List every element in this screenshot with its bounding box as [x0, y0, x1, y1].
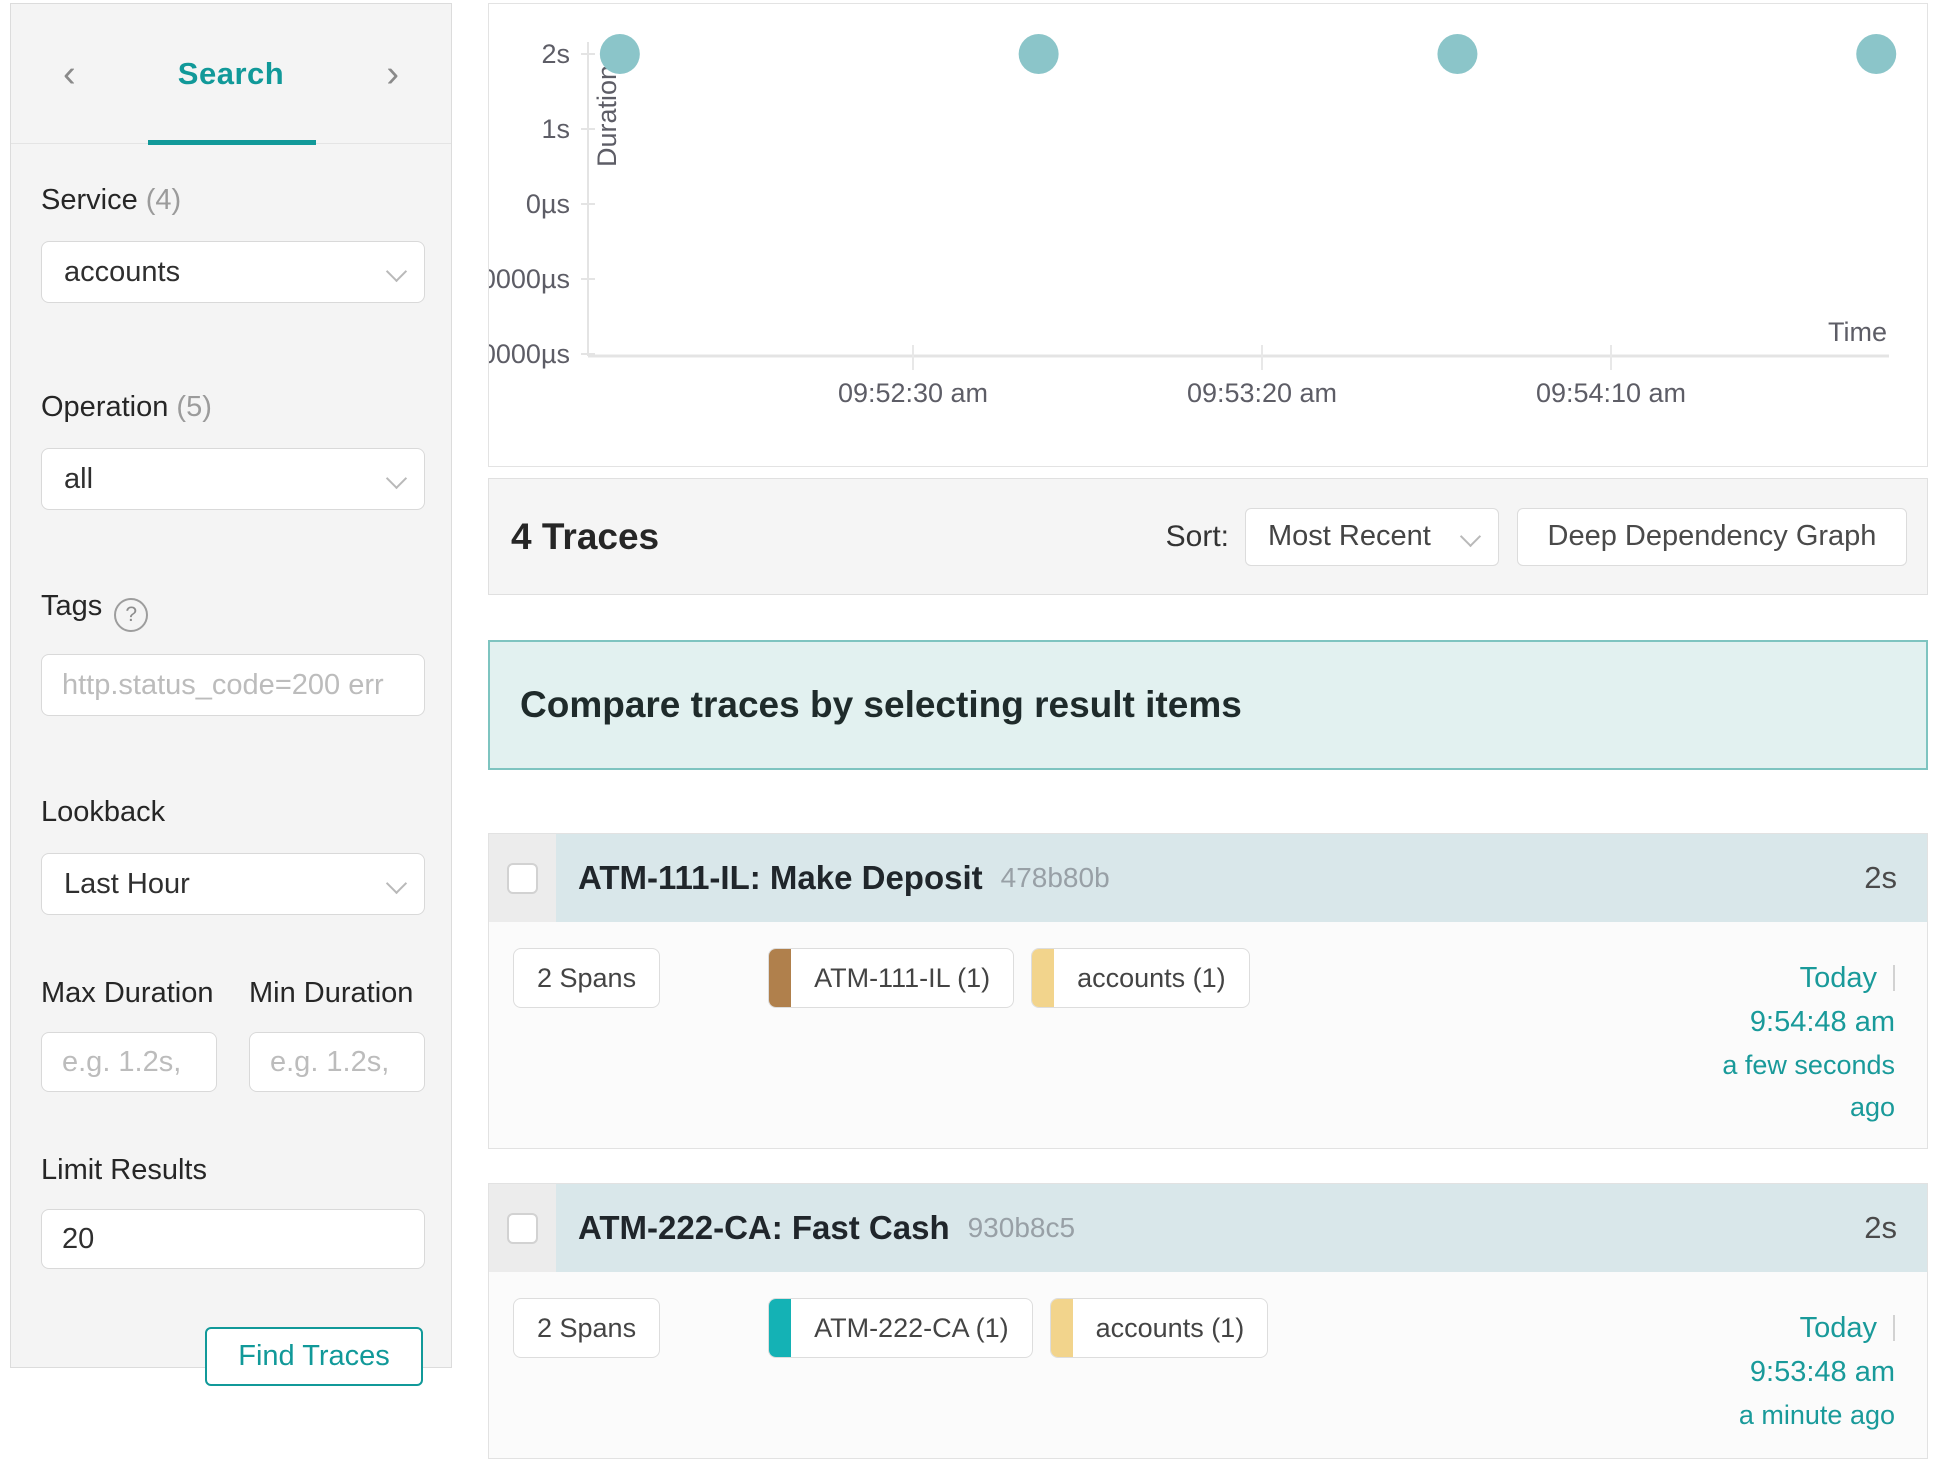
- service-tag-pill: ATM-222-CA (1): [768, 1298, 1033, 1358]
- service-tag-label: ATM-111-IL (1): [814, 962, 991, 993]
- y-axis-title: Duration: [592, 65, 622, 167]
- service-tag-pill: accounts (1): [1049, 1298, 1269, 1358]
- prev-tab-chevron-icon[interactable]: ‹: [63, 52, 76, 95]
- trace-duration: 2s: [1864, 1210, 1897, 1245]
- y-tick-label: 0000µs: [489, 264, 570, 294]
- tags-input[interactable]: [41, 654, 425, 716]
- lookback-label: Lookback: [41, 796, 166, 828]
- divider: [1893, 1315, 1895, 1341]
- operation-label: Operation (5): [41, 391, 212, 423]
- trace-result-item[interactable]: ATM-222-CA: Fast Cash 930b8c5 2s 2 Spans…: [488, 1183, 1928, 1459]
- trace-relative-time: a few seconds ago: [1722, 1050, 1895, 1122]
- operation-select[interactable]: all: [41, 448, 425, 510]
- limit-results-input[interactable]: [41, 1209, 425, 1269]
- scatter-plot-svg: 2s 1s 0µs 0000µs 0000µs 09:52:30 am 09:53:20 a…: [489, 34, 1897, 408]
- service-tag-label: accounts (1): [1077, 962, 1226, 993]
- y-tick-label: 0000µs: [489, 339, 570, 369]
- service-tag-pill: accounts (1): [1031, 948, 1250, 1008]
- trace-title: ATM-222-CA: Fast Cash: [578, 1209, 950, 1246]
- find-traces-button[interactable]: Find Traces: [205, 1327, 423, 1386]
- search-sidebar: ‹ Search › Service (4) accounts Operatio…: [10, 3, 452, 1386]
- service-tag-label: ATM-222-CA (1): [814, 1312, 1009, 1343]
- trace-id: 478b80b: [1000, 862, 1110, 893]
- service-tag-label: accounts (1): [1095, 1312, 1245, 1343]
- limit-results-label: Limit Results: [41, 1154, 207, 1186]
- y-tick-label: 2s: [541, 39, 570, 69]
- trace-result-item[interactable]: ATM-111-IL: Make Deposit 478b80b 2s 2 Sp…: [488, 833, 1928, 1149]
- max-duration-input[interactable]: [41, 1032, 217, 1092]
- trace-timestamp: Today 9:54:48 am a few seconds ago: [1680, 948, 1895, 1128]
- search-form: Service (4) accounts Operation (5) all T…: [11, 144, 451, 1386]
- service-select[interactable]: accounts: [41, 241, 425, 303]
- trace-time-link[interactable]: 9:53:48 am: [1749, 1356, 1895, 1388]
- x-tick-label: 09:53:20 am: [1187, 378, 1337, 408]
- span-count-pill: 2 Spans: [513, 948, 661, 1008]
- tab-search[interactable]: Search: [177, 55, 285, 91]
- sidebar-tabbar: ‹ Search ›: [11, 4, 451, 145]
- results-toolbar: 4 Traces Sort: Most Recent Deep Dependen…: [488, 478, 1928, 595]
- y-tick-label: 0µs: [526, 189, 570, 219]
- active-tab-underline: [148, 140, 316, 145]
- service-color-chip-icon: [769, 1299, 792, 1357]
- trace-body: 2 Spans ATM-222-CA (1) accounts (1) Today…: [489, 1272, 1927, 1436]
- divider: [1893, 965, 1895, 991]
- compare-banner: Compare traces by selecting result items: [488, 640, 1928, 770]
- trace-scatter-dot[interactable]: [1437, 34, 1478, 74]
- x-axis-title: Time: [1828, 317, 1887, 347]
- compare-banner-text: Compare traces by selecting result items: [520, 684, 1242, 725]
- chevron-down-icon: [385, 467, 408, 490]
- trace-scatter-dot[interactable]: [1856, 34, 1897, 74]
- trace-select-checkbox[interactable]: [507, 862, 538, 894]
- service-color-chip-icon: [1032, 949, 1055, 1007]
- trace-header[interactable]: ATM-111-IL: Make Deposit 478b80b 2s: [489, 834, 1927, 922]
- min-duration-input[interactable]: [249, 1032, 425, 1092]
- trace-title-strip[interactable]: ATM-222-CA: Fast Cash 930b8c5 2s: [556, 1184, 1927, 1272]
- x-tick-label: 09:52:30 am: [838, 378, 988, 408]
- sort-select[interactable]: Most Recent: [1245, 507, 1499, 566]
- service-tag-pill: ATM-111-IL (1): [768, 948, 1015, 1008]
- service-color-chip-icon: [769, 949, 792, 1007]
- service-label: Service (4): [41, 184, 182, 216]
- y-tick-label: 1s: [541, 114, 570, 144]
- trace-scatter-dot[interactable]: [599, 34, 640, 74]
- chevron-down-icon: [385, 872, 408, 895]
- trace-checkbox-cell: [489, 834, 556, 922]
- sort-label: Sort:: [1165, 519, 1229, 553]
- trace-checkbox-cell: [489, 1184, 556, 1272]
- span-count-pill: 2 Spans: [513, 1298, 661, 1358]
- trace-title-strip[interactable]: ATM-111-IL: Make Deposit 478b80b 2s: [556, 834, 1927, 922]
- trace-date-link[interactable]: Today: [1799, 962, 1877, 994]
- trace-relative-time: a minute ago: [1738, 1400, 1895, 1430]
- next-tab-chevron-icon[interactable]: ›: [386, 52, 399, 95]
- trace-title: ATM-111-IL: Make Deposit: [578, 859, 983, 896]
- trace-body: 2 Spans ATM-111-IL (1) accounts (1) Today…: [489, 922, 1927, 1128]
- trace-duration: 2s: [1864, 860, 1897, 895]
- trace-header[interactable]: ATM-222-CA: Fast Cash 930b8c5 2s: [489, 1184, 1927, 1272]
- trace-select-checkbox[interactable]: [507, 1212, 538, 1244]
- help-icon[interactable]: ?: [114, 598, 149, 632]
- trace-timestamp: Today 9:53:48 am a minute ago: [1680, 1298, 1895, 1436]
- service-tags-row: ATM-111-IL (1) accounts (1): [768, 948, 1250, 1008]
- trace-scatter-dot[interactable]: [1018, 34, 1059, 74]
- trace-date-link[interactable]: Today: [1799, 1312, 1877, 1344]
- service-tags-row: ATM-222-CA (1) accounts (1): [768, 1298, 1269, 1358]
- x-tick-label: 09:54:10 am: [1536, 378, 1686, 408]
- trace-id: 930b8c5: [967, 1212, 1076, 1243]
- trace-count: 4 Traces: [511, 515, 660, 557]
- duration-scatter-chart: 2s 1s 0µs 0000µs 0000µs 09:52:30 am 09:53:20 a…: [488, 3, 1928, 467]
- service-color-chip-icon: [1050, 1299, 1073, 1357]
- min-duration-label: Min Duration: [249, 977, 414, 1009]
- deep-dependency-graph-button[interactable]: Deep Dependency Graph: [1517, 507, 1907, 566]
- chevron-down-icon: [1459, 525, 1482, 547]
- chevron-down-icon: [385, 260, 408, 283]
- lookback-select[interactable]: Last Hour: [41, 853, 425, 915]
- max-duration-label: Max Duration: [41, 977, 214, 1009]
- tags-label: Tags?: [41, 590, 423, 632]
- trace-time-link[interactable]: 9:54:48 am: [1749, 1006, 1895, 1038]
